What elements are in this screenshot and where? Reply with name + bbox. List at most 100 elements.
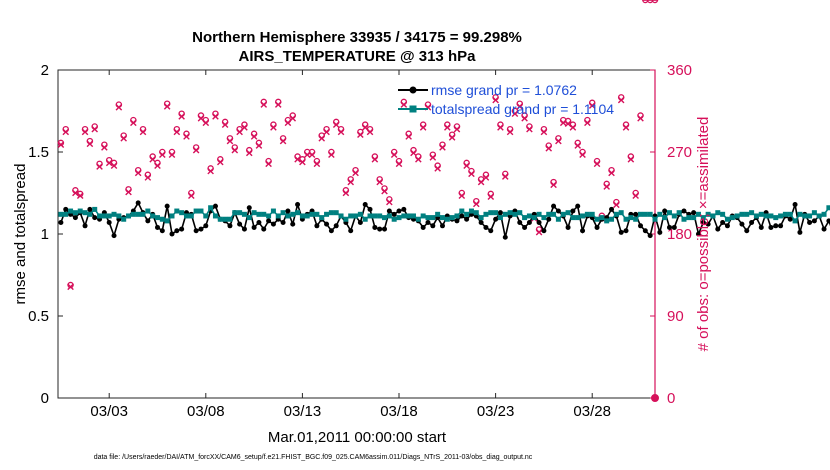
obs-assimilated-marker — [526, 125, 533, 133]
point-rmse — [555, 208, 561, 214]
obs-assimilated-marker — [250, 133, 258, 140]
obs-assimilated-marker — [178, 113, 185, 120]
point-rmse — [111, 233, 117, 239]
point-rmse — [700, 220, 706, 226]
point-rmse — [522, 224, 528, 230]
point-totalspread — [121, 216, 127, 222]
legend-label-spread: totalspread grand pr = 1.1104 — [431, 101, 614, 117]
point-totalspread — [324, 211, 330, 217]
obs-assimilated-marker — [134, 169, 142, 177]
point-totalspread — [483, 211, 489, 217]
point-rmse — [811, 218, 817, 224]
point-totalspread — [710, 213, 716, 219]
point-totalspread — [314, 211, 320, 217]
obs-assimilated-marker — [173, 128, 181, 136]
point-totalspread — [439, 215, 445, 221]
point-totalspread — [101, 213, 107, 219]
obs-assimilated-marker — [115, 104, 123, 111]
obs-assimilated-marker — [62, 128, 70, 136]
point-rmse — [546, 216, 552, 222]
point-rmse — [478, 220, 484, 226]
obs-assimilated-marker — [279, 137, 287, 145]
x-tick-label: 03/08 — [187, 403, 225, 420]
point-totalspread — [778, 213, 784, 219]
point-rmse — [580, 228, 586, 234]
obs-assimilated-marker — [419, 124, 427, 131]
point-rmse — [439, 223, 445, 229]
point-totalspread — [63, 211, 69, 217]
point-totalspread — [261, 211, 267, 217]
obs-assimilated-marker — [429, 154, 437, 161]
point-rmse — [691, 210, 697, 216]
point-rmse — [227, 223, 233, 229]
point-totalspread — [584, 211, 590, 217]
point-totalspread — [604, 218, 610, 224]
obs-assimilated-marker — [468, 170, 475, 178]
obs-assimilated-marker — [482, 174, 490, 181]
point-totalspread — [570, 215, 576, 221]
obs-assimilated-marker — [497, 124, 504, 131]
obs-assimilated-marker — [294, 155, 301, 163]
point-rmse — [348, 228, 354, 234]
point-rmse — [565, 224, 571, 230]
obs-assimilated-marker — [357, 131, 364, 138]
point-totalspread — [77, 208, 83, 214]
point-rmse — [739, 221, 745, 227]
point-totalspread — [531, 215, 537, 221]
obs-assimilated-marker — [444, 124, 451, 131]
point-totalspread — [68, 208, 74, 214]
point-rmse — [362, 201, 368, 207]
obs-assimilated-marker — [318, 135, 326, 142]
point-rmse — [372, 224, 378, 230]
obs-assimilated-marker — [284, 119, 292, 127]
point-rmse — [657, 229, 663, 235]
point-rmse — [314, 223, 320, 229]
point-totalspread — [348, 213, 354, 219]
point-rmse — [401, 206, 407, 212]
point-totalspread — [671, 213, 677, 219]
point-rmse — [280, 220, 286, 226]
point-rmse — [63, 206, 69, 212]
obs-assimilated-marker — [381, 187, 388, 195]
point-rmse — [377, 226, 383, 232]
y-axis-left: 0 0.5 1 1.5 2 — [28, 62, 63, 407]
point-rmse — [773, 223, 779, 229]
obs-assimilated-marker — [212, 113, 219, 120]
point-rmse — [681, 208, 687, 214]
obs-assimilated-marker — [366, 128, 374, 136]
point-totalspread — [415, 216, 421, 222]
obs-assimilated-marker — [207, 167, 214, 175]
point-rmse — [357, 220, 363, 226]
obs-assimilated-marker — [342, 189, 350, 197]
point-totalspread — [638, 211, 644, 217]
obs-assimilated-marker — [216, 158, 224, 166]
point-totalspread — [58, 211, 64, 217]
point-totalspread — [126, 213, 132, 219]
point-totalspread — [97, 213, 103, 219]
point-totalspread — [507, 210, 513, 216]
point-totalspread — [87, 211, 93, 217]
point-totalspread — [497, 215, 503, 221]
point-totalspread — [82, 210, 88, 216]
point-totalspread — [705, 211, 711, 217]
point-rmse — [241, 226, 247, 232]
point-totalspread — [217, 216, 223, 222]
obs-assimilated-marker — [274, 101, 282, 108]
obs-assimilated-marker — [608, 169, 615, 177]
point-totalspread — [237, 210, 243, 216]
obs-assimilated-marker — [125, 188, 132, 196]
obs-assimilated-marker — [584, 119, 591, 127]
obs-assimilated-marker — [617, 96, 625, 104]
point-totalspread — [212, 213, 218, 219]
point-rmse — [106, 220, 112, 226]
obs-assimilated-marker — [76, 192, 84, 200]
obs-assimilated-marker — [163, 103, 171, 110]
obs-assimilated-marker — [405, 133, 412, 140]
point-rmse — [570, 208, 576, 214]
point-rmse — [367, 206, 373, 212]
point-totalspread — [135, 211, 141, 217]
point-rmse — [328, 228, 334, 234]
obs-assimilated-marker — [637, 114, 644, 122]
point-totalspread — [642, 211, 648, 217]
obs-assimilated-marker — [144, 174, 152, 181]
